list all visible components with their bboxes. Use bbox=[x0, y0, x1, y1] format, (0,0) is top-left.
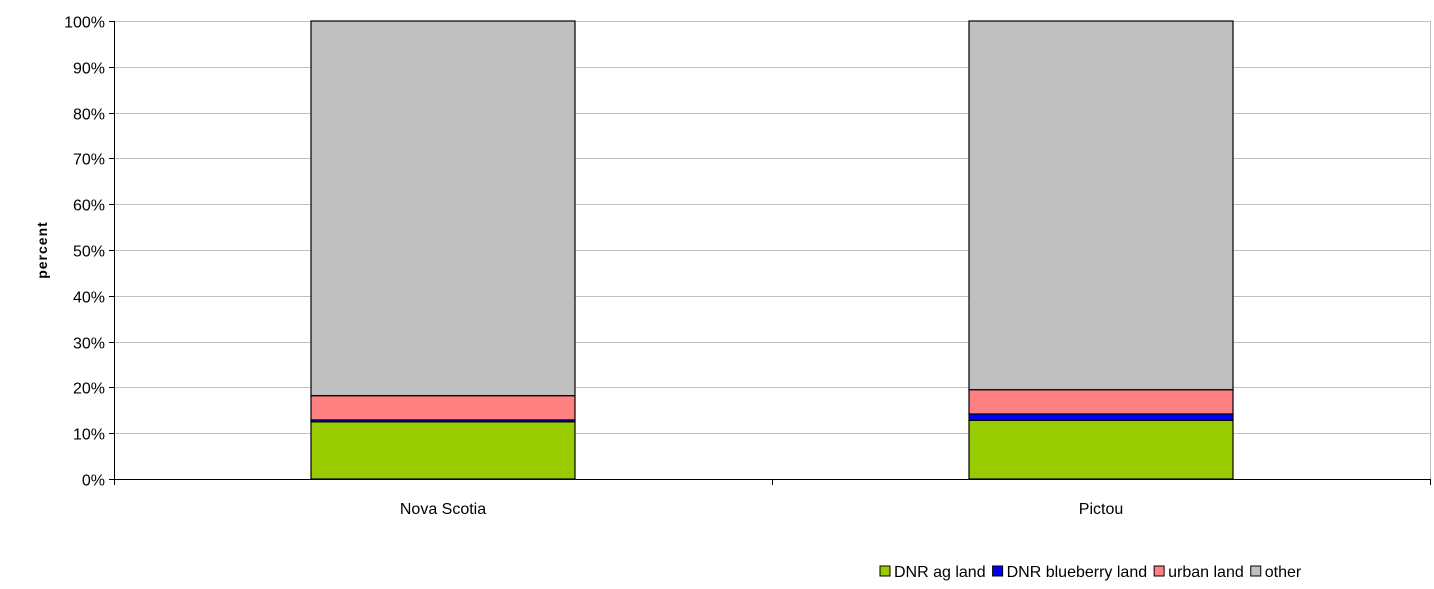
legend-swatch-other bbox=[1250, 565, 1262, 577]
x-tick-label: Pictou bbox=[1079, 501, 1123, 518]
x-tick-labels: Nova Scotia Pictou bbox=[400, 501, 1123, 518]
legend-swatch-dnr-blueberry-land bbox=[992, 565, 1004, 577]
y-tick-label: 0% bbox=[82, 473, 105, 490]
legend-label-dnr-ag-land: DNR ag land bbox=[894, 564, 986, 581]
bar-segment-nova-scotia-dnr-ag-land bbox=[310, 421, 576, 480]
y-tick-label: 20% bbox=[73, 381, 105, 398]
bar-segment-pictou-dnr-ag-land bbox=[968, 419, 1234, 480]
y-tick-label: 100% bbox=[64, 15, 105, 32]
legend-label-dnr-blueberry-land: DNR blueberry land bbox=[1007, 564, 1148, 581]
y-tick-label: 70% bbox=[73, 152, 105, 169]
y-axis-title: percent bbox=[34, 221, 50, 279]
y-tick-label: 80% bbox=[73, 107, 105, 124]
y-tick-label: 10% bbox=[73, 427, 105, 444]
bar-segment-pictou-urban-land bbox=[968, 389, 1234, 415]
y-tick-label: 50% bbox=[73, 244, 105, 261]
bar-segment-nova-scotia-other bbox=[310, 20, 576, 397]
legend-swatch-urban-land bbox=[1153, 565, 1165, 577]
bar-segment-pictou-other bbox=[968, 20, 1234, 391]
axes bbox=[109, 21, 1431, 485]
x-tick-label: Nova Scotia bbox=[400, 501, 486, 518]
y-tick-labels: 0% 10% 20% 30% 40% 50% 60% 70% 80% 90% 100% bbox=[64, 15, 105, 490]
y-tick-label: 30% bbox=[73, 336, 105, 353]
bar-segment-pictou-dnr-blueberry-land bbox=[968, 413, 1234, 421]
legend-swatch-dnr-ag-land bbox=[879, 565, 891, 577]
bar-segment-nova-scotia-urban-land bbox=[310, 395, 576, 421]
bars bbox=[310, 20, 1234, 480]
y-tick-label: 90% bbox=[73, 61, 105, 78]
y-tick-label: 60% bbox=[73, 198, 105, 215]
y-tick-label: 40% bbox=[73, 290, 105, 307]
legend-label-other: other bbox=[1265, 564, 1302, 581]
legend: DNR ag land DNR blueberry land urban land o… bbox=[879, 564, 1302, 581]
legend-label-urban-land: urban land bbox=[1168, 564, 1244, 581]
